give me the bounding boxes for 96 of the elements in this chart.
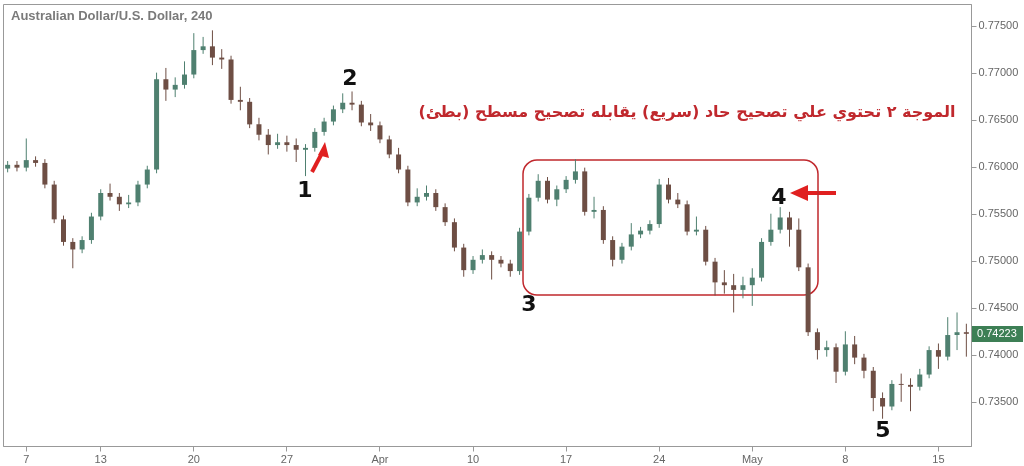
- candlestick: [144, 165, 150, 189]
- candlestick: [880, 391, 886, 420]
- candlestick: [535, 173, 541, 202]
- candlestick: [303, 143, 308, 177]
- candlestick: [619, 242, 625, 265]
- candlestick: [386, 135, 392, 159]
- annotation: 4: [771, 184, 787, 210]
- candlestick: [61, 215, 66, 247]
- x-tick-label: 27: [280, 452, 294, 465]
- candlestick: [79, 235, 85, 254]
- candlestick: [954, 311, 960, 351]
- candlestick: [461, 243, 467, 278]
- annotation: 3: [521, 291, 537, 316]
- x-tick-label: 8: [842, 452, 849, 465]
- candlestick: [14, 160, 20, 172]
- candlestick: [340, 92, 346, 114]
- candlestick: [814, 327, 820, 360]
- candlestick: [917, 368, 923, 392]
- candlestick: [135, 180, 141, 207]
- annotation: 1: [297, 177, 313, 203]
- candlestick: [256, 117, 262, 141]
- text: 0.74223: [977, 327, 1017, 339]
- y-tick-label: 0.74500: [978, 301, 1019, 314]
- candlestick: [312, 127, 318, 153]
- candlestick: [935, 342, 941, 370]
- candlestick: [237, 86, 243, 111]
- x-tick-label: 20: [187, 452, 200, 465]
- candlestick: [787, 211, 792, 248]
- candlestick: [628, 222, 634, 251]
- candlestick: [498, 255, 504, 268]
- candlestick: [861, 353, 867, 379]
- x-tick-label: 7: [23, 452, 30, 465]
- candlestick: [396, 147, 402, 174]
- candlestick: [163, 67, 169, 102]
- candlestick: [908, 377, 913, 412]
- candlestick: [554, 185, 560, 207]
- candlestick: [70, 237, 76, 269]
- candlestick: [182, 60, 187, 90]
- candlestick: [666, 177, 671, 204]
- candlestick: [647, 219, 653, 235]
- candlestick: [945, 316, 951, 361]
- candlestick: [265, 128, 271, 155]
- candlestick: [768, 213, 774, 247]
- y-tick-label: 0.75000: [978, 254, 1019, 267]
- x-tick-label: May: [741, 452, 764, 465]
- candlestick: [358, 100, 364, 127]
- candlestick: [898, 373, 904, 403]
- x-tick-label: Apr: [371, 452, 389, 465]
- candlestick: [749, 267, 755, 307]
- x-tick-label: 15: [932, 452, 945, 465]
- x-tick-label: 24: [653, 452, 666, 465]
- candlestick: [777, 206, 783, 234]
- candlestick: [247, 97, 253, 129]
- candlestick: [545, 176, 550, 204]
- candlestick: [963, 323, 969, 358]
- candlestick: [209, 29, 215, 66]
- y-tick-label: 0.76000: [978, 160, 1019, 173]
- candlestick: [172, 76, 178, 98]
- x-tick-label: 10: [466, 452, 480, 465]
- candlestick: [200, 36, 206, 55]
- chart-title: Australian Dollar/U.S. Dollar, 240: [11, 8, 213, 23]
- candlestick: [572, 158, 578, 185]
- y-tick-label: 0.74000: [978, 348, 1019, 361]
- x-tick-label: 13: [94, 452, 107, 465]
- candlestick: [889, 379, 895, 411]
- y-tick-label: 0.73500: [978, 395, 1019, 408]
- candlestick: [852, 335, 858, 365]
- candlestick: [693, 216, 699, 236]
- candlestick: [293, 137, 299, 163]
- candlestick: [433, 188, 439, 212]
- y-tick-label: 0.77000: [978, 66, 1019, 79]
- y-tick-label: 0.75500: [978, 207, 1019, 220]
- candlestick: [591, 196, 597, 219]
- candlestick: [563, 175, 569, 194]
- y-tick-label: 0.76500: [978, 113, 1019, 126]
- candlestick: [731, 273, 737, 313]
- annotation: الموجة ٢ تحتوي علي تصحيح حاد (سريع) يقابله تصحيح مسطح (بطئ): [418, 102, 956, 122]
- candlestick: [98, 188, 104, 221]
- candlestick: [88, 212, 94, 245]
- candlestick: [330, 105, 336, 126]
- candlestick: [284, 135, 290, 153]
- candlestick: [740, 276, 746, 299]
- candlestick: [489, 250, 495, 281]
- annotation: 2: [342, 65, 358, 91]
- candlestick: [377, 121, 383, 144]
- candlestick: [610, 235, 616, 267]
- candlestick: [442, 202, 448, 227]
- y-tick-label: 0.77500: [978, 19, 1019, 32]
- candlestick: [23, 137, 29, 172]
- candlestick: [712, 257, 718, 297]
- x-tick-label: 17: [559, 452, 573, 465]
- annotation: 5: [875, 416, 891, 442]
- candlestick: [349, 90, 355, 111]
- candlestick: [42, 158, 48, 189]
- candlestick: [107, 183, 113, 202]
- candlestick: [721, 269, 727, 295]
